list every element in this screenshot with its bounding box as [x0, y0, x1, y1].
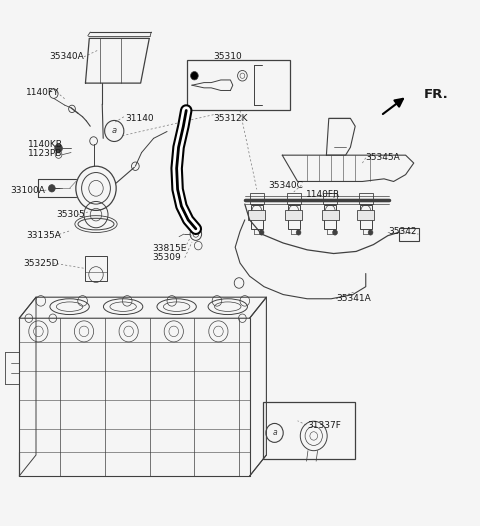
- Text: 35340A: 35340A: [49, 52, 84, 62]
- Text: 35345A: 35345A: [366, 153, 400, 163]
- Text: 35325D: 35325D: [23, 258, 59, 268]
- Text: 33100A: 33100A: [11, 186, 46, 195]
- Text: 31140: 31140: [125, 114, 154, 123]
- Bar: [187, 60, 290, 110]
- Text: 35312K: 35312K: [214, 114, 248, 123]
- Text: 1123PB: 1123PB: [28, 149, 62, 158]
- Text: 35310: 35310: [214, 52, 242, 61]
- Bar: [85, 256, 107, 281]
- Bar: [285, 210, 302, 220]
- Bar: [288, 205, 300, 229]
- Bar: [250, 193, 264, 204]
- Bar: [322, 210, 339, 220]
- Text: 33135A: 33135A: [26, 231, 61, 240]
- Text: 35342: 35342: [388, 227, 416, 236]
- Text: 35341A: 35341A: [336, 294, 371, 304]
- Text: 35340C: 35340C: [268, 180, 303, 190]
- Circle shape: [48, 185, 55, 192]
- Bar: [263, 402, 355, 459]
- Text: 35309: 35309: [153, 253, 181, 262]
- Text: a: a: [112, 126, 117, 136]
- Text: 33815E: 33815E: [153, 244, 187, 253]
- Bar: [399, 228, 419, 241]
- Bar: [248, 210, 265, 220]
- Text: 35305: 35305: [57, 209, 85, 219]
- Circle shape: [55, 144, 62, 153]
- Bar: [360, 205, 372, 229]
- Circle shape: [296, 230, 301, 235]
- Bar: [251, 205, 263, 229]
- Circle shape: [259, 230, 264, 235]
- Circle shape: [368, 230, 373, 235]
- Text: 31337F: 31337F: [307, 420, 341, 430]
- Text: 1140KB: 1140KB: [28, 140, 63, 149]
- Text: FR.: FR.: [423, 88, 448, 101]
- Text: 1140FR: 1140FR: [306, 190, 340, 199]
- Text: 1140FY: 1140FY: [26, 87, 60, 97]
- Bar: [324, 205, 336, 229]
- Bar: [287, 193, 301, 204]
- Text: a: a: [272, 428, 277, 438]
- Bar: [359, 193, 373, 204]
- Circle shape: [191, 72, 198, 80]
- Bar: [323, 193, 337, 204]
- Bar: [357, 210, 374, 220]
- Circle shape: [333, 230, 337, 235]
